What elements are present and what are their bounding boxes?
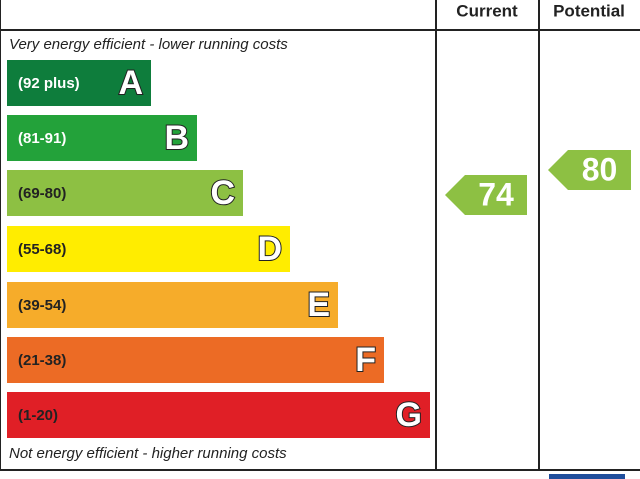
potential-header: Potential (553, 1, 625, 20)
scroll-hint (549, 474, 625, 479)
top-note: Very energy efficient - lower running co… (9, 36, 288, 53)
current-rating: 74 (478, 176, 514, 212)
band-range: (92 plus) (18, 75, 80, 92)
band-range: (21-38) (18, 352, 66, 369)
band-letter: F (355, 341, 376, 379)
band-bar (7, 226, 290, 272)
potential-rating: 80 (582, 151, 618, 187)
band-letter: C (210, 174, 235, 212)
band-range: (39-54) (18, 297, 66, 314)
band-letter: E (307, 286, 330, 324)
band-range: (69-80) (18, 185, 66, 202)
current-header: Current (456, 1, 518, 20)
band-bar (7, 392, 430, 438)
bottom-note: Not energy efficient - higher running co… (9, 445, 287, 462)
band-bar (7, 282, 338, 328)
band-bar (7, 170, 243, 216)
potential-arrow (548, 150, 631, 190)
band-letter: G (396, 396, 422, 434)
band-range: (81-91) (18, 130, 66, 147)
band-bar (7, 337, 384, 383)
band-bar (7, 60, 151, 106)
band-range: (1-20) (18, 407, 58, 424)
band-letter: D (257, 230, 282, 268)
band-bar (7, 115, 197, 161)
current-arrow (445, 175, 527, 215)
band-range: (55-68) (18, 241, 66, 258)
band-letter: A (118, 64, 143, 102)
band-letter: B (164, 119, 189, 157)
